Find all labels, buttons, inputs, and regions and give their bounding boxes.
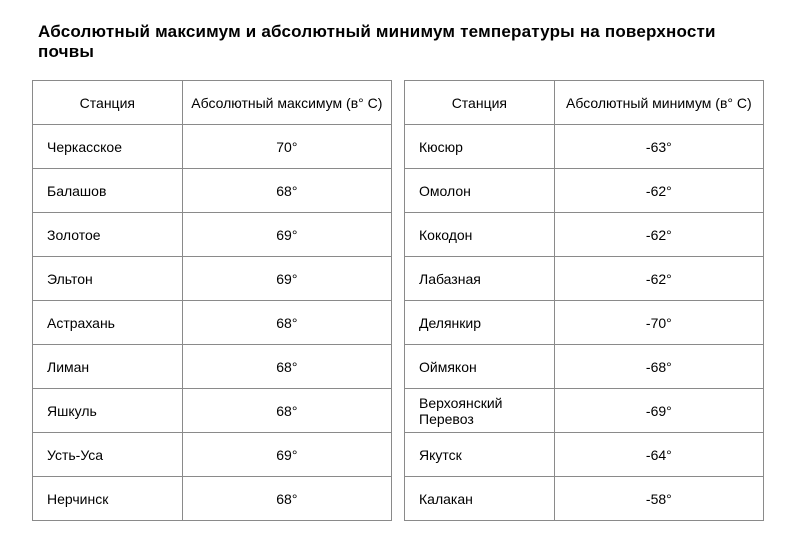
value-cell: 68° bbox=[182, 477, 391, 521]
station-cell: Якутск bbox=[405, 433, 555, 477]
tables-container: Станция Абсолютный максимум (в° С) Черка… bbox=[32, 80, 768, 521]
station-cell: Омолон bbox=[405, 169, 555, 213]
table-row: Эльтон69° bbox=[33, 257, 392, 301]
table-row: Якутск-64° bbox=[405, 433, 764, 477]
value-cell: -70° bbox=[554, 301, 763, 345]
station-cell: Балашов bbox=[33, 169, 183, 213]
table-row: Черкасское70° bbox=[33, 125, 392, 169]
value-cell: -68° bbox=[554, 345, 763, 389]
station-cell: Золотое bbox=[33, 213, 183, 257]
value-cell: -58° bbox=[554, 477, 763, 521]
table-row: Золотое69° bbox=[33, 213, 392, 257]
max-temperature-table: Станция Абсолютный максимум (в° С) Черка… bbox=[32, 80, 392, 521]
table-row: Оймякон-68° bbox=[405, 345, 764, 389]
min-table-header-value: Абсолютный минимум (в° С) bbox=[554, 81, 763, 125]
value-cell: 69° bbox=[182, 433, 391, 477]
page-title: Абсолютный максимум и абсолютный минимум… bbox=[38, 22, 768, 62]
value-cell: 68° bbox=[182, 345, 391, 389]
min-table-body: Кюсюр-63° Омолон-62° Кокодон-62° Лабазна… bbox=[405, 125, 764, 521]
table-row: Верхоянский Перевоз-69° bbox=[405, 389, 764, 433]
table-row: Астрахань68° bbox=[33, 301, 392, 345]
table-row: Лабазная-62° bbox=[405, 257, 764, 301]
table-row: Балашов68° bbox=[33, 169, 392, 213]
table-row: Кюсюр-63° bbox=[405, 125, 764, 169]
station-cell: Усть-Уса bbox=[33, 433, 183, 477]
table-row: Калакан-58° bbox=[405, 477, 764, 521]
max-table-header-value: Абсолютный максимум (в° С) bbox=[182, 81, 391, 125]
value-cell: 70° bbox=[182, 125, 391, 169]
station-cell: Лабазная bbox=[405, 257, 555, 301]
station-cell: Кокодон bbox=[405, 213, 555, 257]
table-row: Омолон-62° bbox=[405, 169, 764, 213]
value-cell: 68° bbox=[182, 301, 391, 345]
station-cell: Черкасское bbox=[33, 125, 183, 169]
value-cell: -69° bbox=[554, 389, 763, 433]
station-cell: Верхоянский Перевоз bbox=[405, 389, 555, 433]
table-row: Делянкир-70° bbox=[405, 301, 764, 345]
table-row: Лиман68° bbox=[33, 345, 392, 389]
min-temperature-table: Станция Абсолютный минимум (в° С) Кюсюр-… bbox=[404, 80, 764, 521]
table-row: Яшкуль68° bbox=[33, 389, 392, 433]
station-cell: Оймякон bbox=[405, 345, 555, 389]
value-cell: 68° bbox=[182, 389, 391, 433]
value-cell: -63° bbox=[554, 125, 763, 169]
table-row: Усть-Уса69° bbox=[33, 433, 392, 477]
station-cell: Нерчинск bbox=[33, 477, 183, 521]
value-cell: 69° bbox=[182, 213, 391, 257]
min-table-header-station: Станция bbox=[405, 81, 555, 125]
station-cell: Калакан bbox=[405, 477, 555, 521]
station-cell: Лиман bbox=[33, 345, 183, 389]
value-cell: 68° bbox=[182, 169, 391, 213]
table-row: Кокодон-62° bbox=[405, 213, 764, 257]
max-table-header-station: Станция bbox=[33, 81, 183, 125]
value-cell: -62° bbox=[554, 169, 763, 213]
station-cell: Эльтон bbox=[33, 257, 183, 301]
max-table-body: Черкасское70° Балашов68° Золотое69° Эльт… bbox=[33, 125, 392, 521]
value-cell: 69° bbox=[182, 257, 391, 301]
station-cell: Яшкуль bbox=[33, 389, 183, 433]
value-cell: -64° bbox=[554, 433, 763, 477]
station-cell: Делянкир bbox=[405, 301, 555, 345]
station-cell: Кюсюр bbox=[405, 125, 555, 169]
station-cell: Астрахань bbox=[33, 301, 183, 345]
value-cell: -62° bbox=[554, 257, 763, 301]
value-cell: -62° bbox=[554, 213, 763, 257]
table-row: Нерчинск68° bbox=[33, 477, 392, 521]
